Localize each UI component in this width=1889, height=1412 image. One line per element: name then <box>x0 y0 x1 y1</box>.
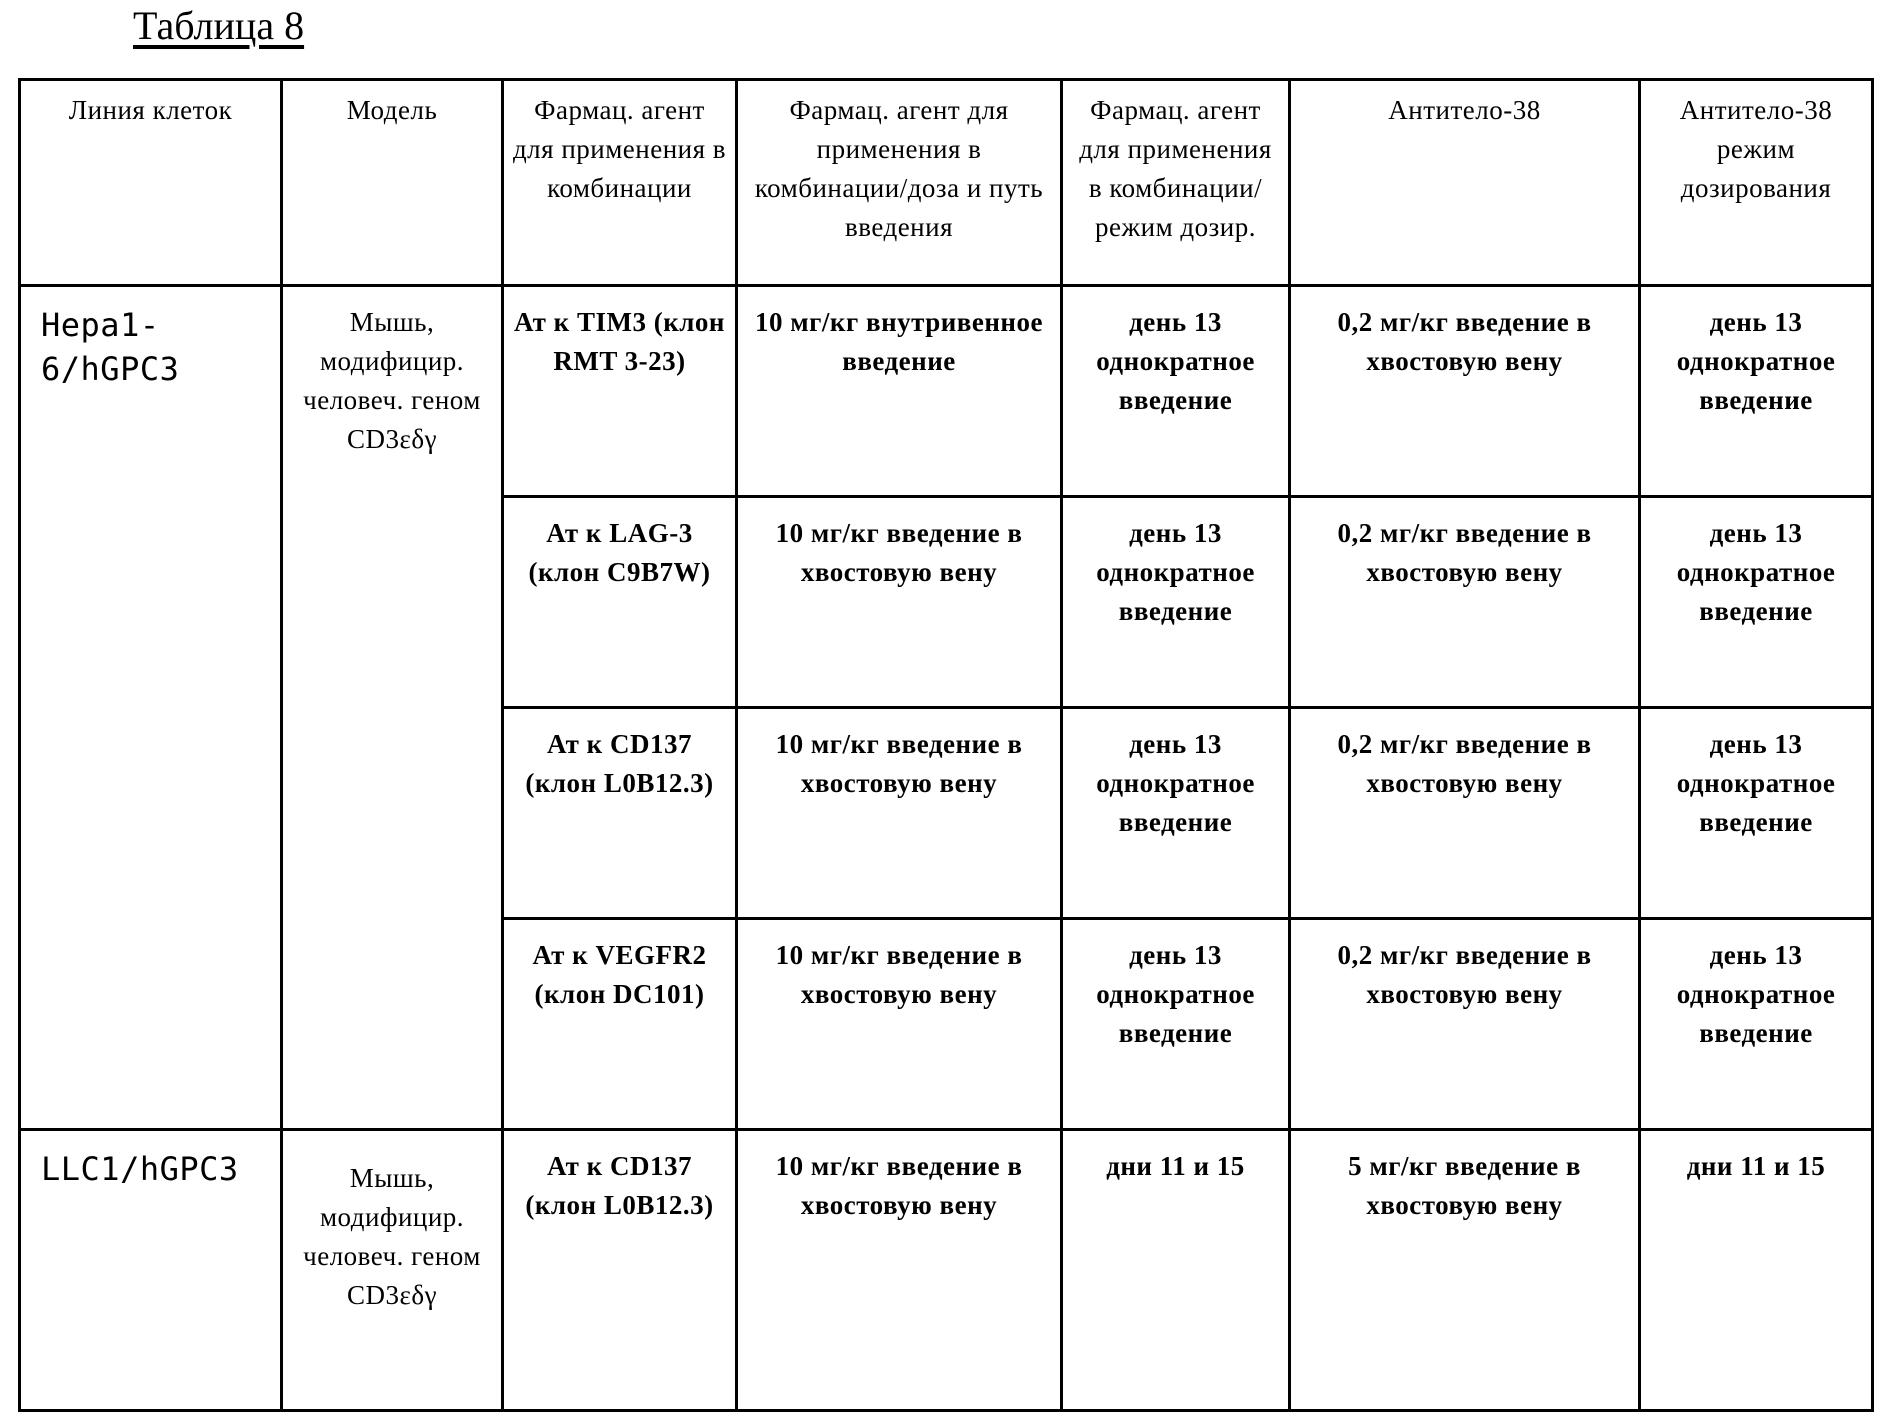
antibody-38-regimen: день 13 однократное введение <box>1640 497 1873 708</box>
dose-route: 10 мг/кг внутривенное введение <box>737 286 1062 497</box>
antibody-38: 5 мг/кг введение в хвостовую вену <box>1290 1130 1640 1411</box>
antibody-38-regimen: день 13 однократное введение <box>1640 919 1873 1130</box>
header-dose-route: Фармац. агент для применения в комбинаци… <box>737 80 1062 286</box>
header-antibody-38: Антитело-38 <box>1290 80 1640 286</box>
table-row: Hepa1-6/hGPC3 Мышь, модифицир. человеч. … <box>20 286 1873 497</box>
table-row: LLC1/hGPC3 Мышь, модифицир. человеч. ген… <box>20 1130 1873 1411</box>
agent-regimen: день 13 однократное введение <box>1062 497 1290 708</box>
agent: Ат к TIM3 (клон RMT 3-23) <box>503 286 737 497</box>
table-title: Таблица 8 <box>133 2 304 49</box>
header-row: Линия клеток Модель Фармац. агент для пр… <box>20 80 1873 286</box>
cell-line: LLC1/hGPC3 <box>20 1130 282 1411</box>
agent-regimen: день 13 однократное введение <box>1062 919 1290 1130</box>
agent: Ат к CD137 (клон L0B12.3) <box>503 708 737 919</box>
antibody-38: 0,2 мг/кг введение в хвостовую вену <box>1290 497 1640 708</box>
antibody-38-regimen: день 13 однократное введение <box>1640 708 1873 919</box>
model: Мышь, модифицир. человеч. геном CD3εδγ <box>282 1130 503 1411</box>
agent-regimen: дни 11 и 15 <box>1062 1130 1290 1411</box>
antibody-38: 0,2 мг/кг введение в хвостовую вену <box>1290 286 1640 497</box>
header-antibody-38-regimen: Антитело-38 режим дозирования <box>1640 80 1873 286</box>
agent: Ат к VEGFR2 (клон DC101) <box>503 919 737 1130</box>
dose-route: 10 мг/кг введение в хвостовую вену <box>737 919 1062 1130</box>
header-agent-regimen: Фармац. агент для применения в комбинаци… <box>1062 80 1290 286</box>
dose-route: 10 мг/кг введение в хвостовую вену <box>737 708 1062 919</box>
model: Мышь, модифицир. человеч. геном CD3εδγ <box>282 286 503 1130</box>
antibody-38: 0,2 мг/кг введение в хвостовую вену <box>1290 919 1640 1130</box>
antibody-38-regimen: день 13 однократное введение <box>1640 286 1873 497</box>
antibody-38: 0,2 мг/кг введение в хвостовую вену <box>1290 708 1640 919</box>
header-model: Модель <box>282 80 503 286</box>
antibody-38-regimen: дни 11 и 15 <box>1640 1130 1873 1411</box>
header-cell-line: Линия клеток <box>20 80 282 286</box>
agent: Ат к LAG-3 (клон C9B7W) <box>503 497 737 708</box>
dose-route: 10 мг/кг введение в хвостовую вену <box>737 1130 1062 1411</box>
dose-route: 10 мг/кг введение в хвостовую вену <box>737 497 1062 708</box>
header-agent: Фармац. агент для применения в комбинаци… <box>503 80 737 286</box>
agent-regimen: день 13 однократное введение <box>1062 708 1290 919</box>
agent-regimen: день 13 однократное введение <box>1062 286 1290 497</box>
data-table: Линия клеток Модель Фармац. агент для пр… <box>18 78 1874 1412</box>
cell-line: Hepa1-6/hGPC3 <box>20 286 282 1130</box>
agent: Ат к CD137 (клон L0B12.3) <box>503 1130 737 1411</box>
